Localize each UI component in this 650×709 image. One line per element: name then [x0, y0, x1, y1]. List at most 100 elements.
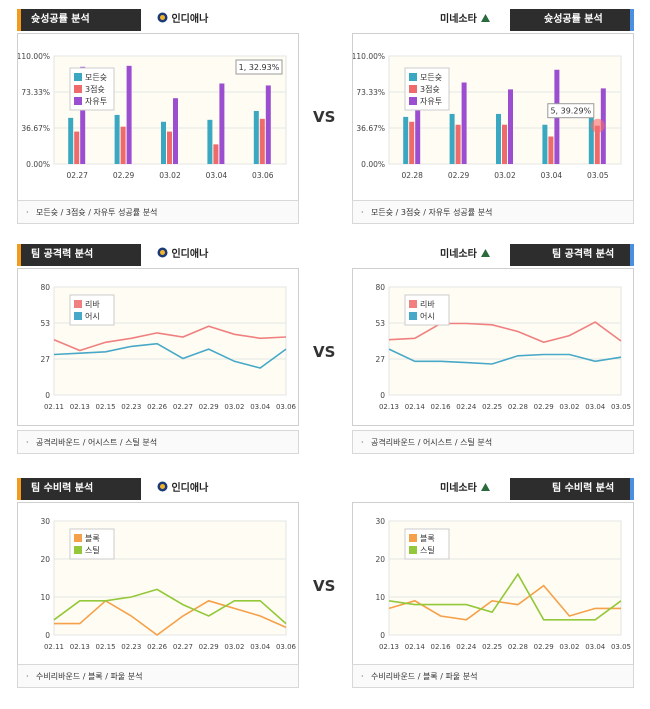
section-title: 팀 수비력 분석: [510, 478, 630, 500]
series-line: [388, 348, 622, 365]
bar: [542, 124, 548, 164]
y-tick-label: 36.67%: [21, 124, 50, 133]
legend-swatch: [409, 73, 417, 81]
x-tick-label: 03.02: [559, 643, 579, 651]
x-tick-label: 03.06: [276, 643, 297, 651]
legend-swatch: [74, 85, 82, 93]
x-tick-label: 02.24: [456, 643, 477, 651]
legend-label: 자유투: [85, 97, 107, 106]
tooltip-box: [547, 103, 595, 119]
section-title: 팀 수비력 분석: [21, 478, 141, 500]
x-tick-label: 03.04: [250, 403, 271, 411]
bar: [588, 116, 594, 164]
legend-label: 스틸: [85, 545, 100, 555]
legend-swatch: [74, 534, 82, 542]
y-tick-label: 20: [40, 555, 50, 564]
legend-swatch: [409, 546, 417, 554]
accent-bar: [17, 478, 21, 500]
x-tick-label: 03.05: [611, 403, 631, 411]
legend-label: 3점슛: [85, 84, 105, 94]
legend-label: 블록: [420, 533, 435, 543]
team-label: 미네소타: [440, 9, 491, 31]
x-tick-label: 02.29: [113, 171, 135, 180]
x-tick-label: 02.16: [431, 403, 452, 411]
legend-label: 어시: [85, 311, 100, 321]
chart-box: 30 20 10 0 02.13 02.14 02.16 02.24 02.25 02.28 02.…: [352, 502, 634, 666]
section-header: 미네소타 슛성공률 분석: [352, 9, 634, 31]
x-tick-label: 02.14: [405, 643, 426, 651]
tooltip-text: 5, 39.29%: [550, 107, 591, 116]
x-tick-label: 02.29: [448, 171, 470, 180]
bar: [114, 114, 120, 164]
bar: [403, 116, 409, 164]
x-tick-label: 02.29: [199, 403, 219, 411]
y-tick-label: 73.33%: [21, 88, 50, 97]
legend-swatch: [74, 97, 82, 105]
chart-footer: 수비리바운드 / 블록 / 파울 분석: [17, 664, 299, 689]
x-tick-label: 02.27: [173, 403, 193, 411]
x-tick-label: 03.02: [224, 643, 244, 651]
attack-line-chart: 80 53 27 0 02.13 02.14 02.16 02.24 02.25 02.28 02.…: [375, 283, 631, 411]
y-tick-label: 0: [380, 391, 385, 400]
bar: [207, 119, 213, 164]
y-tick-label: 0.00%: [26, 160, 50, 169]
team-label: 미네소타: [440, 244, 491, 266]
x-tick-label: 02.11: [44, 643, 64, 651]
bar: [161, 121, 166, 164]
y-tick-label: 73.33%: [356, 88, 385, 97]
x-tick-label: 03.04: [206, 171, 228, 180]
y-tick-label: 27: [40, 355, 50, 364]
y-tick-label: 80: [375, 283, 385, 292]
pacers-logo-icon: [157, 479, 168, 492]
tooltip-text: 1, 32.93%: [239, 63, 280, 72]
x-tick-label: 03.02: [559, 403, 579, 411]
bar: [548, 136, 554, 164]
x-tick-label: 02.11: [44, 403, 64, 411]
x-tick-label: 02.23: [121, 403, 141, 411]
x-tick-label: 02.24: [456, 403, 477, 411]
chart-footer: 모든슛 / 3점슛 / 자유투 성공률 분석: [17, 200, 299, 225]
x-tick-label: 02.26: [147, 643, 168, 651]
legend-label: 어시: [420, 311, 435, 321]
x-tick-label: 02.29: [199, 643, 219, 651]
bar: [167, 131, 172, 164]
accent-bar: [630, 478, 634, 500]
y-tick-label: 0.00%: [361, 160, 385, 169]
x-tick-label: 02.27: [66, 171, 88, 180]
bar: [68, 117, 74, 164]
team-label: 인디애나: [157, 9, 208, 31]
chart-footer: 공격리바운드 / 어시스트 / 스틸 분석: [352, 430, 634, 455]
vs-label: VS: [313, 343, 336, 361]
timberwolves-logo-icon: [480, 10, 491, 22]
x-tick-label: 02.27: [173, 643, 193, 651]
section-title: 슛성공률 분석: [510, 9, 630, 31]
x-tick-label: 02.28: [508, 403, 528, 411]
x-tick-label: 02.13: [70, 643, 90, 651]
section-header: 미네소타 팀 공격력 분석: [352, 244, 634, 266]
bar: [409, 121, 415, 164]
series-line: [53, 325, 287, 352]
tooltip-box: [235, 59, 283, 75]
y-tick-label: 30: [375, 517, 385, 526]
x-tick-label: 03.06: [276, 403, 297, 411]
bar: [126, 65, 132, 164]
legend-label: 모든슛: [85, 73, 107, 82]
legend-swatch: [409, 534, 417, 542]
x-tick-label: 02.29: [534, 643, 554, 651]
legend-swatch: [74, 73, 82, 81]
shooting-bar-chart: 110.00% 73.33% 36.67% 0.00% 02.27 02.29 03.02 0…: [17, 52, 287, 180]
x-tick-label: 02.25: [482, 643, 502, 651]
bar: [496, 113, 501, 164]
y-tick-label: 53: [375, 319, 385, 328]
bar: [213, 144, 219, 164]
team-label: 인디애나: [157, 478, 208, 500]
team-label: 미네소타: [440, 478, 491, 500]
x-tick-label: 02.28: [508, 643, 528, 651]
legend-swatch: [409, 85, 417, 93]
chart-box: 30 20 10 0 02.11 02.13 02.15 02.23 02.26 02.27 02.…: [17, 502, 299, 666]
series-line: [53, 588, 287, 625]
timberwolves-logo-icon: [480, 479, 491, 491]
defense-line-chart: 30 20 10 0 02.13 02.14 02.16 02.24 02.25 02.28 02.…: [375, 517, 631, 651]
shooting-bar-chart: 110.00% 73.33% 36.67% 0.00% 02.28 02.29 03.02 0…: [352, 52, 622, 180]
pacers-logo-icon: [157, 10, 168, 23]
